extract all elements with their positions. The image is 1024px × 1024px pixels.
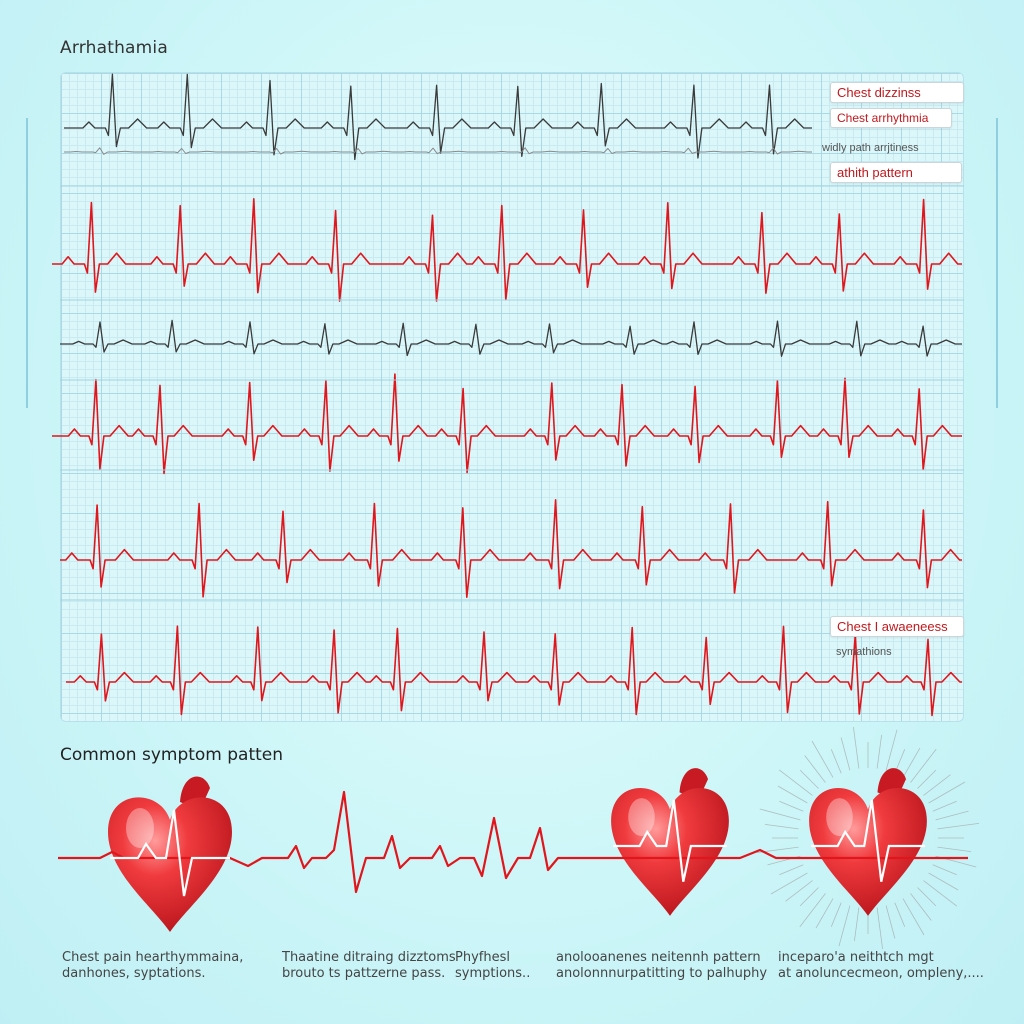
heart-icon — [611, 768, 729, 916]
callout-chest-arrhythmia: Chest arrhythmia — [830, 108, 952, 128]
caption-5: inceparo'a neithtch mgt at anoluncecmeon… — [778, 950, 984, 983]
left-divider — [26, 118, 28, 408]
heart-trace — [811, 799, 925, 882]
caption-line: inceparo'a neithtch mgt — [778, 950, 934, 965]
caption-2: Thaatine ditraing dizztoms brouto ts pat… — [282, 950, 456, 983]
caption-line: symptions.. — [455, 966, 531, 982]
callout-pattern: athith pattern — [830, 162, 962, 183]
caption-line: Phyfhesl — [455, 950, 510, 965]
callout-chest-awareness: Chest I awaeneess — [830, 616, 964, 637]
heart-trace — [110, 809, 230, 897]
caption-3: Phyfhesl symptions.. — [455, 950, 530, 983]
ecg-trace-row — [52, 198, 962, 302]
caption-line: at anoluncecmeon, ompleny,.... — [778, 966, 984, 982]
caption-line: anolonnnurpatitting to palhuphy — [556, 966, 768, 982]
ecg-trace-row — [66, 625, 962, 717]
caption-line: Chest pain hearthymmaina, — [62, 950, 244, 965]
right-divider — [996, 118, 998, 408]
heart-trace — [613, 799, 727, 882]
page-title: Arrhathamia — [60, 38, 168, 58]
callout-symptoms: symathions — [836, 646, 892, 658]
caption-1: Chest pain hearthymmaina, danhones, sypt… — [62, 950, 243, 983]
caption-line: anolooanenes neitennh pattern — [556, 950, 761, 965]
ecg-grid-panel — [60, 72, 964, 722]
callout-path-note: widly path arrjtiness — [822, 142, 919, 154]
heart-icon — [108, 776, 232, 932]
ecg-trace-row — [64, 147, 812, 155]
ecg-trace-row — [60, 319, 962, 357]
ecg-trace-bottom — [58, 790, 968, 894]
caption-line: brouto ts pattzerne pass. — [282, 966, 446, 982]
ecg-trace-row — [64, 73, 812, 161]
burst-rays — [756, 726, 980, 950]
ecg-trace-row — [52, 373, 962, 475]
section-heading: Common symptom patten — [60, 745, 284, 765]
caption-line: danhones, syptations. — [62, 966, 206, 982]
ecg-trace-row — [60, 498, 962, 599]
callout-chest-dizziness: Chest dizzinss — [830, 82, 964, 103]
caption-4: anolooanenes neitennh pattern anolonnnur… — [556, 950, 767, 983]
caption-line: Thaatine ditraing dizztoms — [282, 950, 456, 965]
heart-icon — [809, 768, 927, 916]
